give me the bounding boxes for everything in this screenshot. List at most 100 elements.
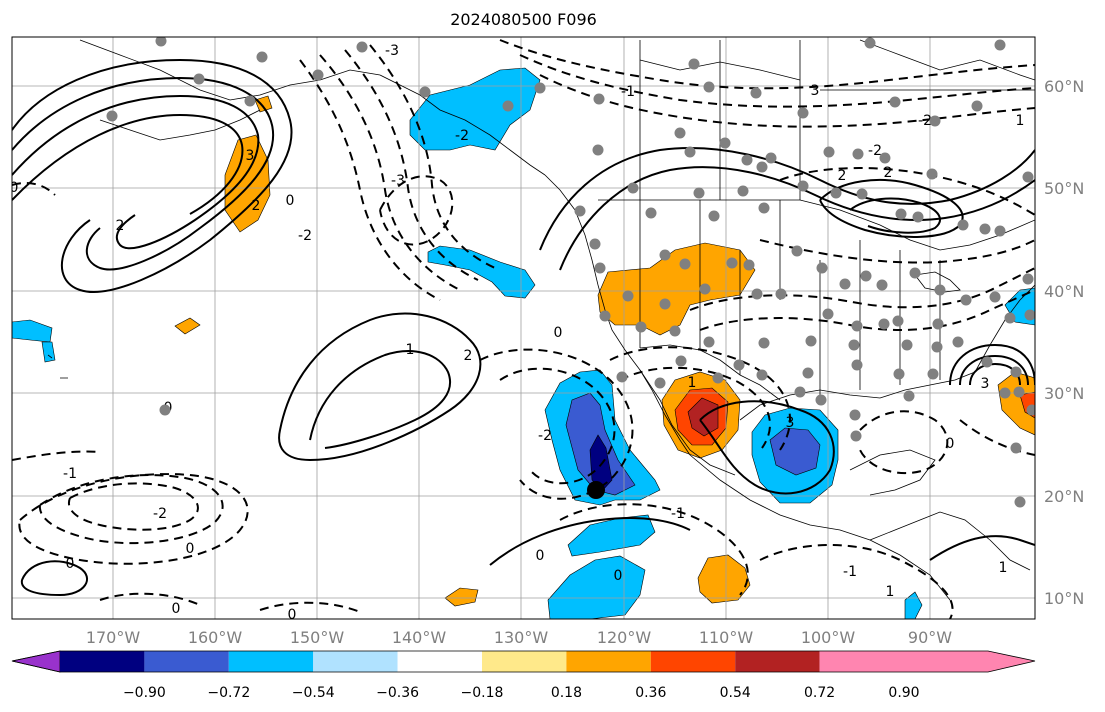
colorbar-ticks: −0.90 −0.72 −0.54 −0.36 −0.18 0.18 0.36 …	[123, 685, 920, 701]
colorbar-segment	[566, 651, 651, 672]
colorbar-segment	[650, 651, 736, 672]
station-marker	[816, 262, 828, 274]
light-blue-patch-pacific	[427, 245, 536, 299]
station-marker	[743, 259, 755, 271]
central-america	[869, 511, 1031, 571]
baja-coast	[639, 369, 691, 456]
station-marker	[1010, 442, 1022, 454]
lat-label: 50°N	[1044, 179, 1084, 198]
station-marker	[659, 249, 671, 261]
map-panel: -3 -3 -2 -2 -2 -2 -2 -2 -1 -1 -1 -1 0 0 …	[10, 37, 1035, 619]
station-marker	[1022, 273, 1034, 285]
station-marker	[593, 93, 605, 105]
hawaii	[47, 354, 68, 379]
contour-label: -3	[391, 173, 405, 189]
colorbar-segment	[397, 651, 482, 672]
lon-label: 140°W	[392, 628, 447, 647]
station-marker	[957, 219, 969, 231]
station-marker	[994, 39, 1006, 51]
shaded-anomalies	[12, 67, 1035, 619]
station-marker	[960, 294, 972, 306]
contour-label: -2	[298, 228, 312, 244]
lat-label: 60°N	[1044, 77, 1084, 96]
orange-patch-small-alaska	[254, 95, 273, 113]
station-marker	[895, 208, 907, 220]
station-marker	[592, 144, 604, 156]
station-marker	[574, 205, 586, 217]
contour-label: 1	[406, 342, 415, 358]
contour-label: 2	[252, 198, 261, 214]
contour-label: -2	[153, 506, 167, 522]
station-marker	[856, 188, 868, 200]
station-marker	[931, 341, 943, 353]
station-marker	[797, 107, 809, 119]
station-marker	[737, 185, 749, 197]
station-marker	[893, 368, 905, 380]
west-coast	[544, 174, 736, 476]
station-marker	[594, 262, 606, 274]
contour-label: 0	[614, 568, 623, 584]
station-marker	[534, 82, 546, 94]
station-marker	[892, 315, 904, 327]
lon-label: 160°W	[188, 628, 243, 647]
station-marker	[599, 310, 611, 322]
station-marker	[1024, 309, 1035, 321]
colorbar-tick-label: 0.18	[551, 685, 582, 701]
lon-label: 100°W	[801, 628, 856, 647]
lon-label: 130°W	[494, 628, 549, 647]
contour-label: 0	[186, 541, 195, 557]
station-marker	[952, 336, 964, 348]
contour-label: -2	[918, 113, 932, 129]
yucatan	[849, 449, 936, 496]
station-marker	[851, 359, 863, 371]
station-marker	[794, 386, 806, 398]
station-markers	[106, 37, 1035, 508]
station-marker	[851, 320, 863, 332]
province-borders	[639, 40, 1035, 200]
light-blue-patch-south-1	[567, 514, 656, 557]
medium-blue-patch-mexico	[769, 427, 821, 476]
station-marker	[699, 283, 711, 295]
station-marker	[999, 387, 1011, 399]
lat-label: 40°N	[1044, 282, 1084, 301]
contour-label: 0	[554, 325, 563, 341]
station-marker	[622, 290, 634, 302]
station-marker	[864, 37, 876, 49]
station-marker	[934, 284, 946, 296]
station-marker	[1013, 386, 1025, 398]
station-marker	[155, 37, 167, 47]
station-marker	[756, 369, 768, 381]
station-marker	[726, 257, 738, 269]
station-marker	[703, 81, 715, 93]
contour-label: 2	[884, 165, 893, 181]
station-marker	[765, 152, 777, 164]
colorbar-segment	[60, 651, 145, 672]
longitude-labels: 170°W 160°W 150°W 140°W 130°W 120°W 110°…	[86, 628, 952, 647]
station-marker	[741, 154, 753, 166]
station-marker	[850, 430, 862, 442]
station-marker	[645, 207, 657, 219]
station-marker	[679, 258, 691, 270]
map-frame	[11, 36, 1036, 620]
station-marker	[193, 73, 205, 85]
colorbar-segment	[482, 651, 567, 672]
colorbar-tick-label: −0.54	[292, 685, 335, 701]
station-marker	[889, 96, 901, 108]
contour-label: -1	[671, 506, 685, 522]
station-marker	[802, 367, 814, 379]
contours-positive	[12, 58, 1035, 597]
station-marker	[989, 291, 1001, 303]
light-blue-patch-south-2	[547, 555, 646, 619]
lon-label: 150°W	[290, 628, 345, 647]
station-marker	[932, 318, 944, 330]
contour-label: 3	[811, 83, 820, 99]
station-marker	[1010, 366, 1022, 378]
contour-label: 0	[10, 180, 19, 196]
station-marker	[823, 146, 835, 158]
station-marker	[878, 318, 890, 330]
station-marker	[712, 372, 724, 384]
station-marker	[879, 152, 891, 164]
colorbar-segment	[819, 651, 904, 672]
contour-label: 3	[981, 376, 990, 392]
contour-label: -2	[868, 143, 882, 159]
